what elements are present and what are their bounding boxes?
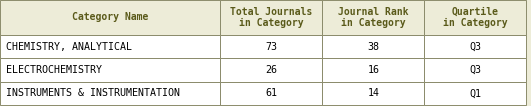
Bar [220,35,322,58]
Bar [424,0,526,35]
Bar [0,82,220,105]
Bar [0,58,220,82]
Text: INSTRUMENTS & INSTRUMENTATION: INSTRUMENTS & INSTRUMENTATION [6,88,181,98]
Text: Category Name: Category Name [72,13,148,22]
Text: 38: 38 [367,42,379,52]
Text: Total Journals
in Category: Total Journals in Category [230,7,312,28]
Bar [322,0,424,35]
Bar [424,35,526,58]
Bar [424,82,526,105]
Text: Q1: Q1 [469,88,481,98]
Text: ELECTROCHEMISTRY: ELECTROCHEMISTRY [6,65,102,75]
Text: 73: 73 [266,42,277,52]
Bar [322,35,424,58]
Text: 61: 61 [266,88,277,98]
Text: 16: 16 [367,65,379,75]
Bar [322,58,424,82]
Bar [220,0,322,35]
Bar [220,58,322,82]
Text: Q3: Q3 [469,42,481,52]
Text: Journal Rank
in Category: Journal Rank in Category [338,7,408,28]
Bar [0,0,220,35]
Text: Q3: Q3 [469,65,481,75]
Bar [220,82,322,105]
Bar [424,58,526,82]
Text: 14: 14 [367,88,379,98]
Text: Quartile
in Category: Quartile in Category [443,7,508,28]
Text: 26: 26 [266,65,277,75]
Bar [322,82,424,105]
Bar [0,35,220,58]
Text: CHEMISTRY, ANALYTICAL: CHEMISTRY, ANALYTICAL [6,42,132,52]
